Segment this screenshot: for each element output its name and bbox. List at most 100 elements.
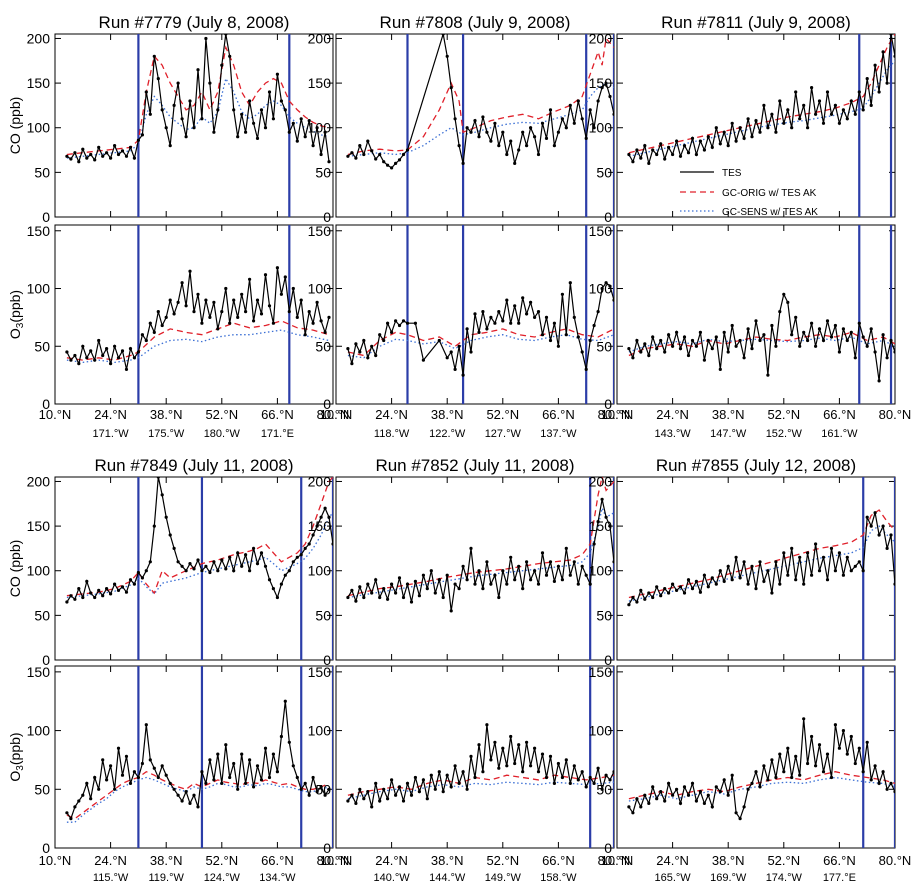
tes-point — [501, 130, 505, 134]
plot-frame — [54, 224, 334, 405]
y-tick-label: 0 — [604, 652, 612, 668]
tes-point — [873, 511, 877, 515]
tes-point — [829, 112, 834, 116]
tes-point — [192, 567, 196, 571]
longitude-label: 152.°W — [766, 428, 803, 440]
tes-point — [746, 787, 750, 791]
tes-point — [584, 136, 588, 140]
o3-subplot: 0 50 100 150 O3(ppb) — [7, 223, 334, 412]
tes-point — [401, 319, 406, 323]
tes-point — [596, 520, 600, 524]
tes-point — [552, 781, 557, 786]
x-tick-label: 38.°N — [150, 407, 183, 422]
tes-point — [212, 778, 216, 782]
longitude-label: 158.°W — [540, 872, 577, 884]
tes-point — [394, 161, 398, 165]
tes-point — [445, 54, 449, 58]
tes-point — [540, 333, 545, 337]
tes-point — [798, 555, 802, 559]
tes-point — [651, 335, 655, 339]
tes-point — [421, 358, 425, 362]
tes-point — [730, 578, 734, 582]
tes-point — [255, 136, 260, 140]
longitude-label: 180.°W — [204, 428, 241, 440]
tes-point — [77, 587, 81, 591]
tes-point — [382, 587, 386, 591]
tes-series-line — [347, 34, 614, 169]
tes-point — [303, 135, 307, 139]
tes-point — [853, 356, 857, 360]
co-subplot: 0 50 100 150 200 — [589, 473, 896, 668]
tes-point — [841, 327, 846, 331]
y-tick-label: 50 — [315, 164, 331, 180]
tes-point — [568, 281, 572, 285]
tes-point — [497, 144, 501, 148]
tes-point — [837, 350, 842, 354]
tes-point — [710, 145, 714, 149]
tes-point — [473, 582, 477, 586]
tes-point — [754, 319, 758, 323]
x-tick-label: 24.°N — [656, 853, 689, 868]
tes-point — [124, 367, 129, 371]
tes-point — [774, 344, 778, 348]
tes-point — [588, 582, 592, 586]
longitude-label: 134.°W — [259, 872, 296, 884]
tes-point — [271, 752, 275, 756]
tes-point — [702, 148, 707, 152]
tes-point — [144, 569, 148, 573]
tes-point — [453, 582, 457, 586]
legend-label-3: GC-SENS w/ TES AK — [722, 207, 818, 218]
tes-point — [315, 524, 319, 528]
tes-point — [228, 555, 232, 559]
tes-point — [176, 81, 180, 85]
tes-point — [465, 578, 469, 582]
tes-point — [877, 379, 881, 383]
tes-point — [77, 799, 81, 803]
tes-point — [252, 546, 256, 551]
tes-point — [85, 156, 89, 160]
tes-point — [176, 300, 180, 304]
panel-title: Run #7811 (July 9, 2008) — [661, 13, 851, 32]
gc-orig-series-line — [628, 331, 895, 357]
x-tick-label: 10.°N — [320, 853, 353, 868]
tes-point — [136, 138, 140, 142]
tes-point — [600, 787, 604, 791]
tes-point — [694, 579, 699, 584]
tes-point — [702, 573, 707, 577]
tes-point — [513, 578, 517, 582]
y-tick-label: 100 — [589, 281, 613, 297]
tes-point — [714, 582, 718, 586]
tes-point — [762, 103, 766, 107]
tes-point — [485, 130, 489, 134]
tes-point — [397, 785, 402, 789]
tes-point — [152, 766, 156, 770]
tes-point — [564, 333, 568, 337]
tes-point — [425, 797, 429, 801]
tes-point — [168, 533, 172, 537]
tes-point — [608, 284, 612, 288]
tes-point — [362, 797, 366, 801]
tes-point — [631, 811, 635, 815]
x-tick-label: 10.°N — [39, 853, 72, 868]
tes-point — [200, 770, 204, 774]
tes-point — [303, 781, 307, 786]
y-tick-label: 150 — [27, 664, 51, 680]
tes-point — [513, 761, 517, 766]
tes-point — [643, 793, 647, 797]
tes-series-line — [628, 718, 895, 820]
longitude-label: 169.°W — [710, 872, 747, 884]
tes-point — [319, 515, 323, 519]
y-tick-label: 50 — [596, 164, 612, 180]
tes-point — [782, 551, 786, 555]
tes-point — [814, 344, 818, 348]
tes-point — [889, 781, 893, 786]
tes-point — [69, 594, 73, 598]
panel-title: Run #7808 (July 9, 2008) — [380, 13, 571, 32]
tes-point — [192, 310, 196, 314]
x-tick-label: 38.°N — [431, 853, 464, 868]
tes-point — [116, 152, 121, 157]
tes-point — [671, 152, 675, 157]
tes-point — [627, 152, 631, 157]
tes-point — [120, 773, 125, 777]
tes-point — [109, 592, 113, 596]
